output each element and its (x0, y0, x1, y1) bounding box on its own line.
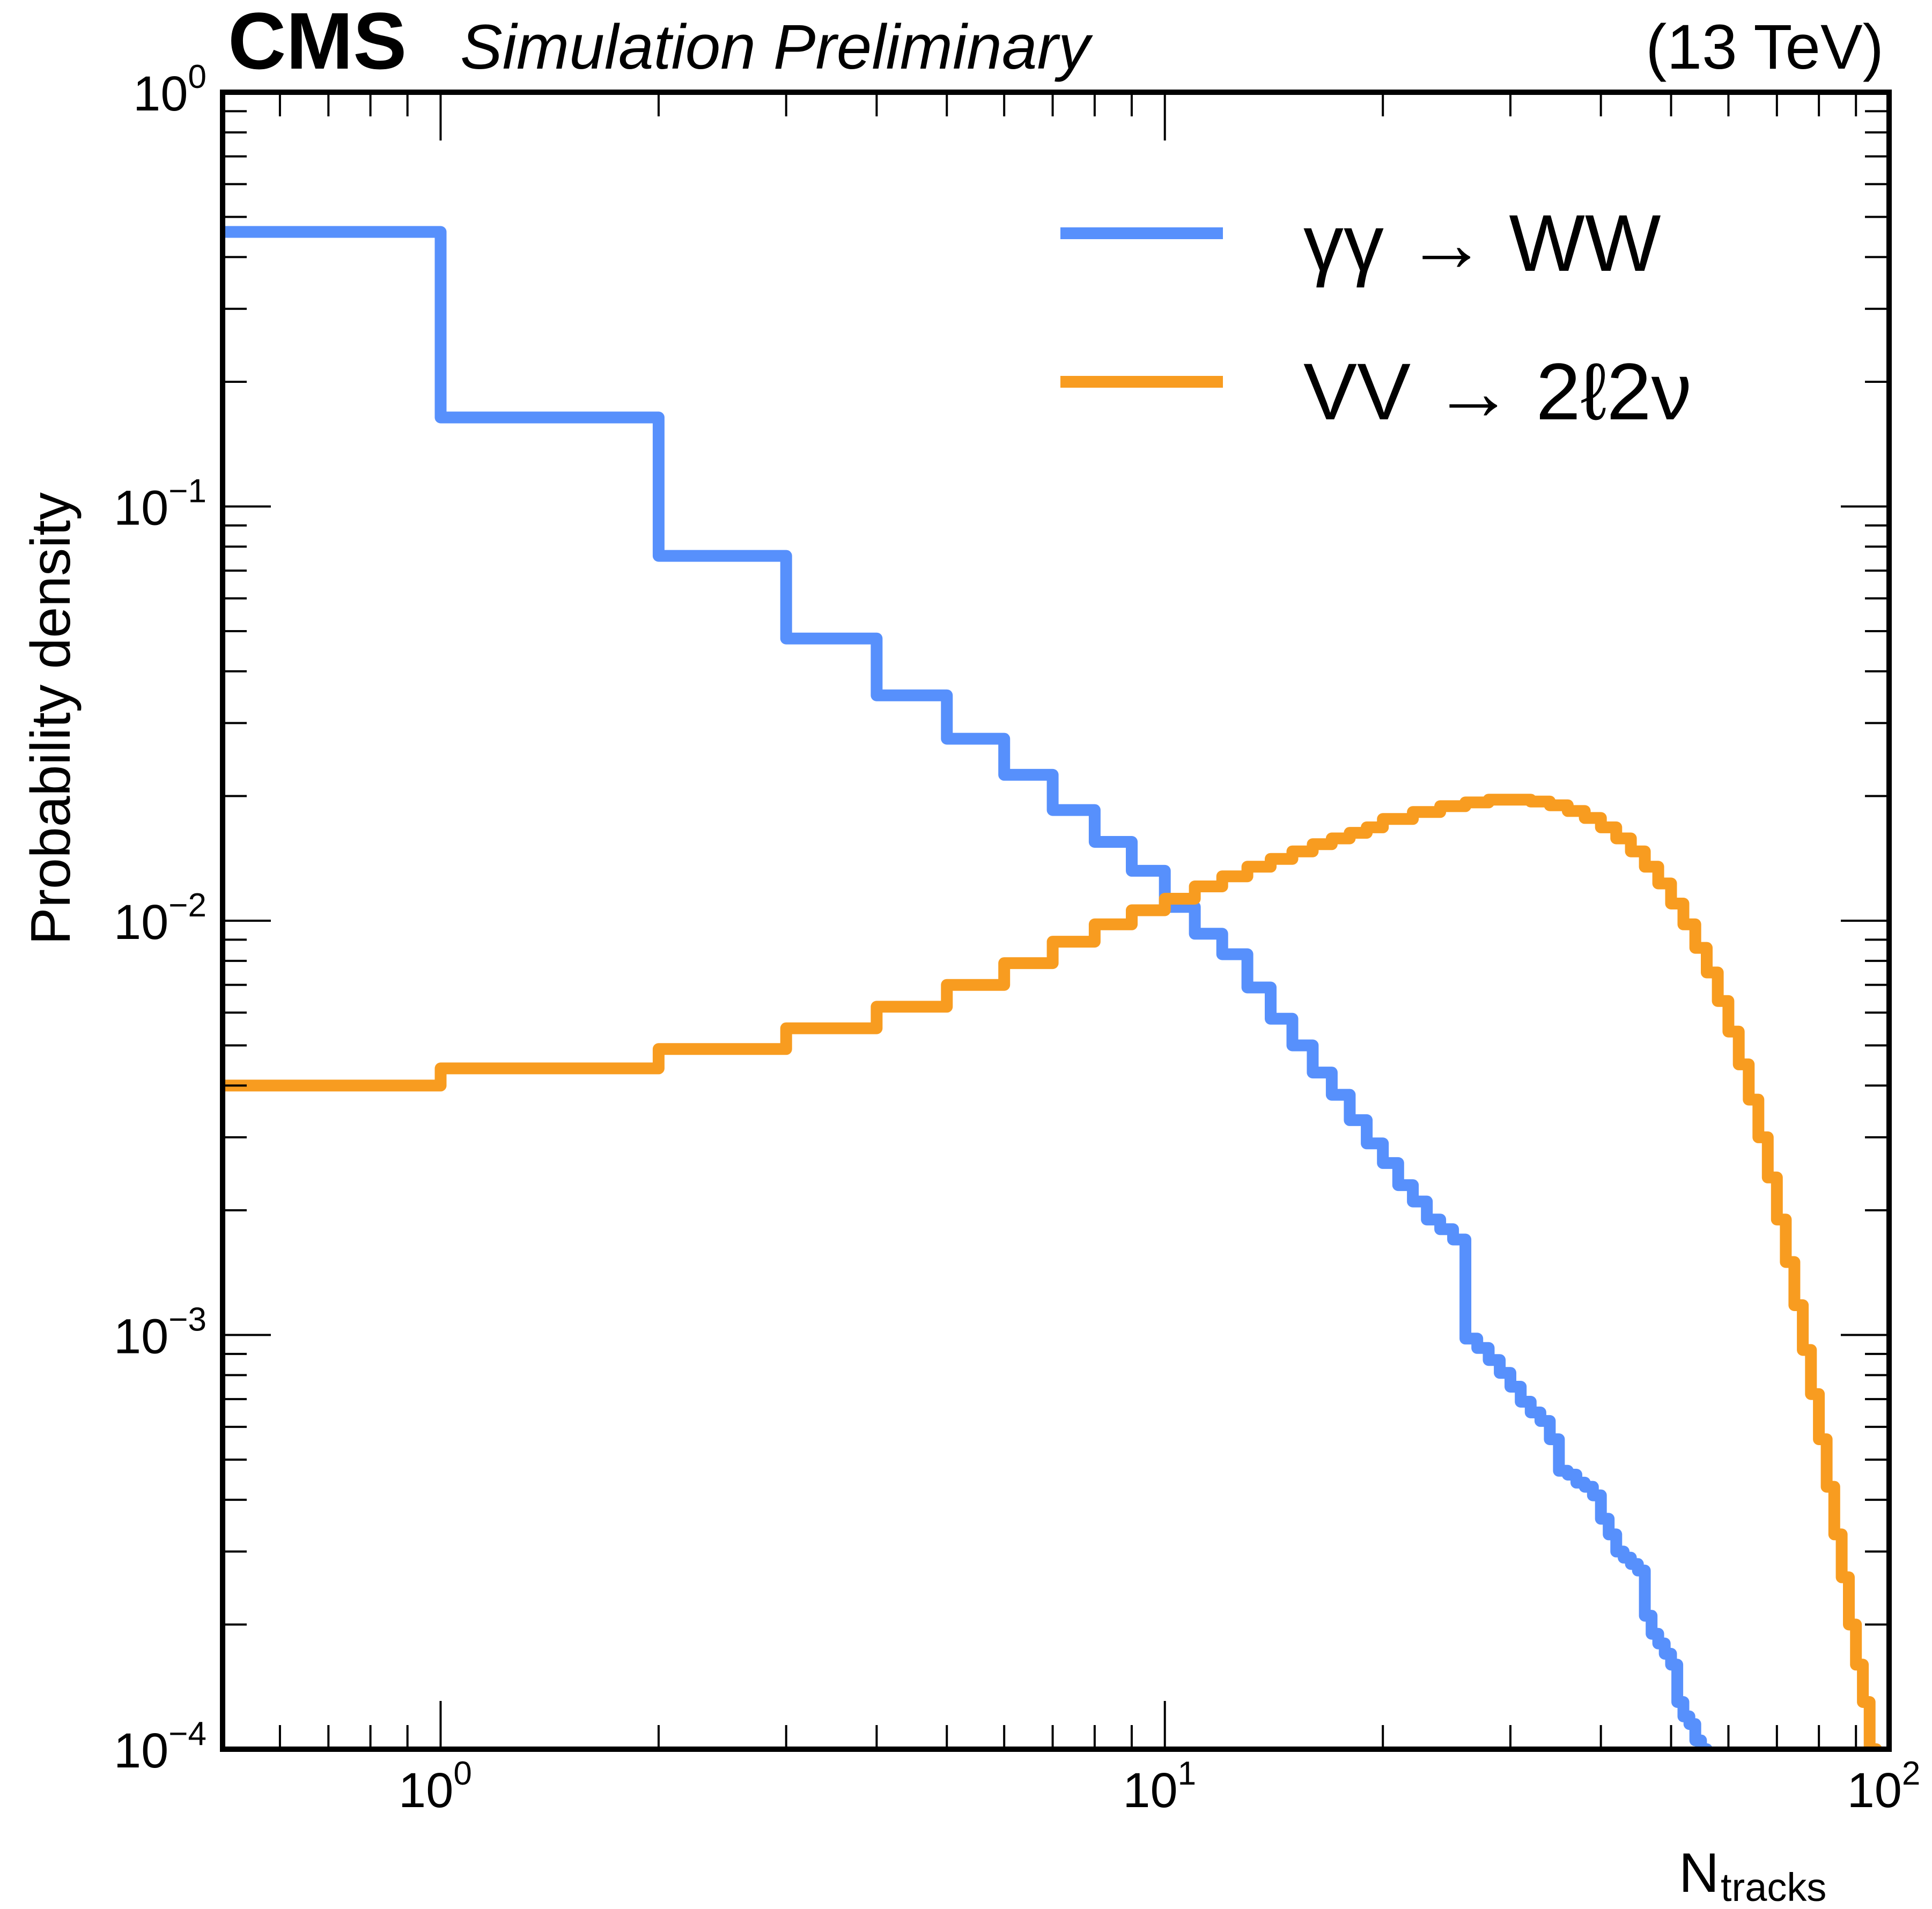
x-axis-title: N tracks (1679, 1842, 1826, 1909)
tick-layer (222, 91, 1890, 1750)
x-tick-label: 102 (1847, 1755, 1921, 1818)
legend-label-vv: VV → 2ℓ2ν (1303, 346, 1692, 436)
series-line-1 (223, 794, 1883, 1749)
extra-text-label: Simulation Preliminary (460, 12, 1093, 83)
y-tick-label: 100 (133, 58, 207, 121)
x-axis-title-main: N (1679, 1842, 1719, 1904)
series-layer (223, 226, 1883, 1749)
y-tick-label: 10−3 (114, 1301, 207, 1364)
x-axis-title-sub: tracks (1721, 1865, 1826, 1909)
y-tick-label: 10−1 (114, 473, 207, 536)
y-tick-label: 10−2 (114, 887, 207, 950)
x-tick-label: 101 (1123, 1755, 1196, 1818)
y-axis-title: Probability density (20, 492, 82, 945)
x-tick-label: 100 (399, 1755, 472, 1818)
plot-frame (220, 90, 1892, 1752)
legend-label-ggww: γγ → WW (1303, 198, 1661, 288)
tick-label-layer: 100 101 102 100 10−1 10−2 10−3 10−4 (114, 58, 1920, 1818)
y-tick-label: 10−4 (114, 1715, 207, 1778)
legend: γγ → WW VV → 2ℓ2ν (1060, 198, 1692, 436)
experiment-label: CMS (228, 0, 407, 86)
lumi-label: (13 TeV) (1646, 12, 1884, 83)
series-line-0 (223, 226, 1713, 1749)
